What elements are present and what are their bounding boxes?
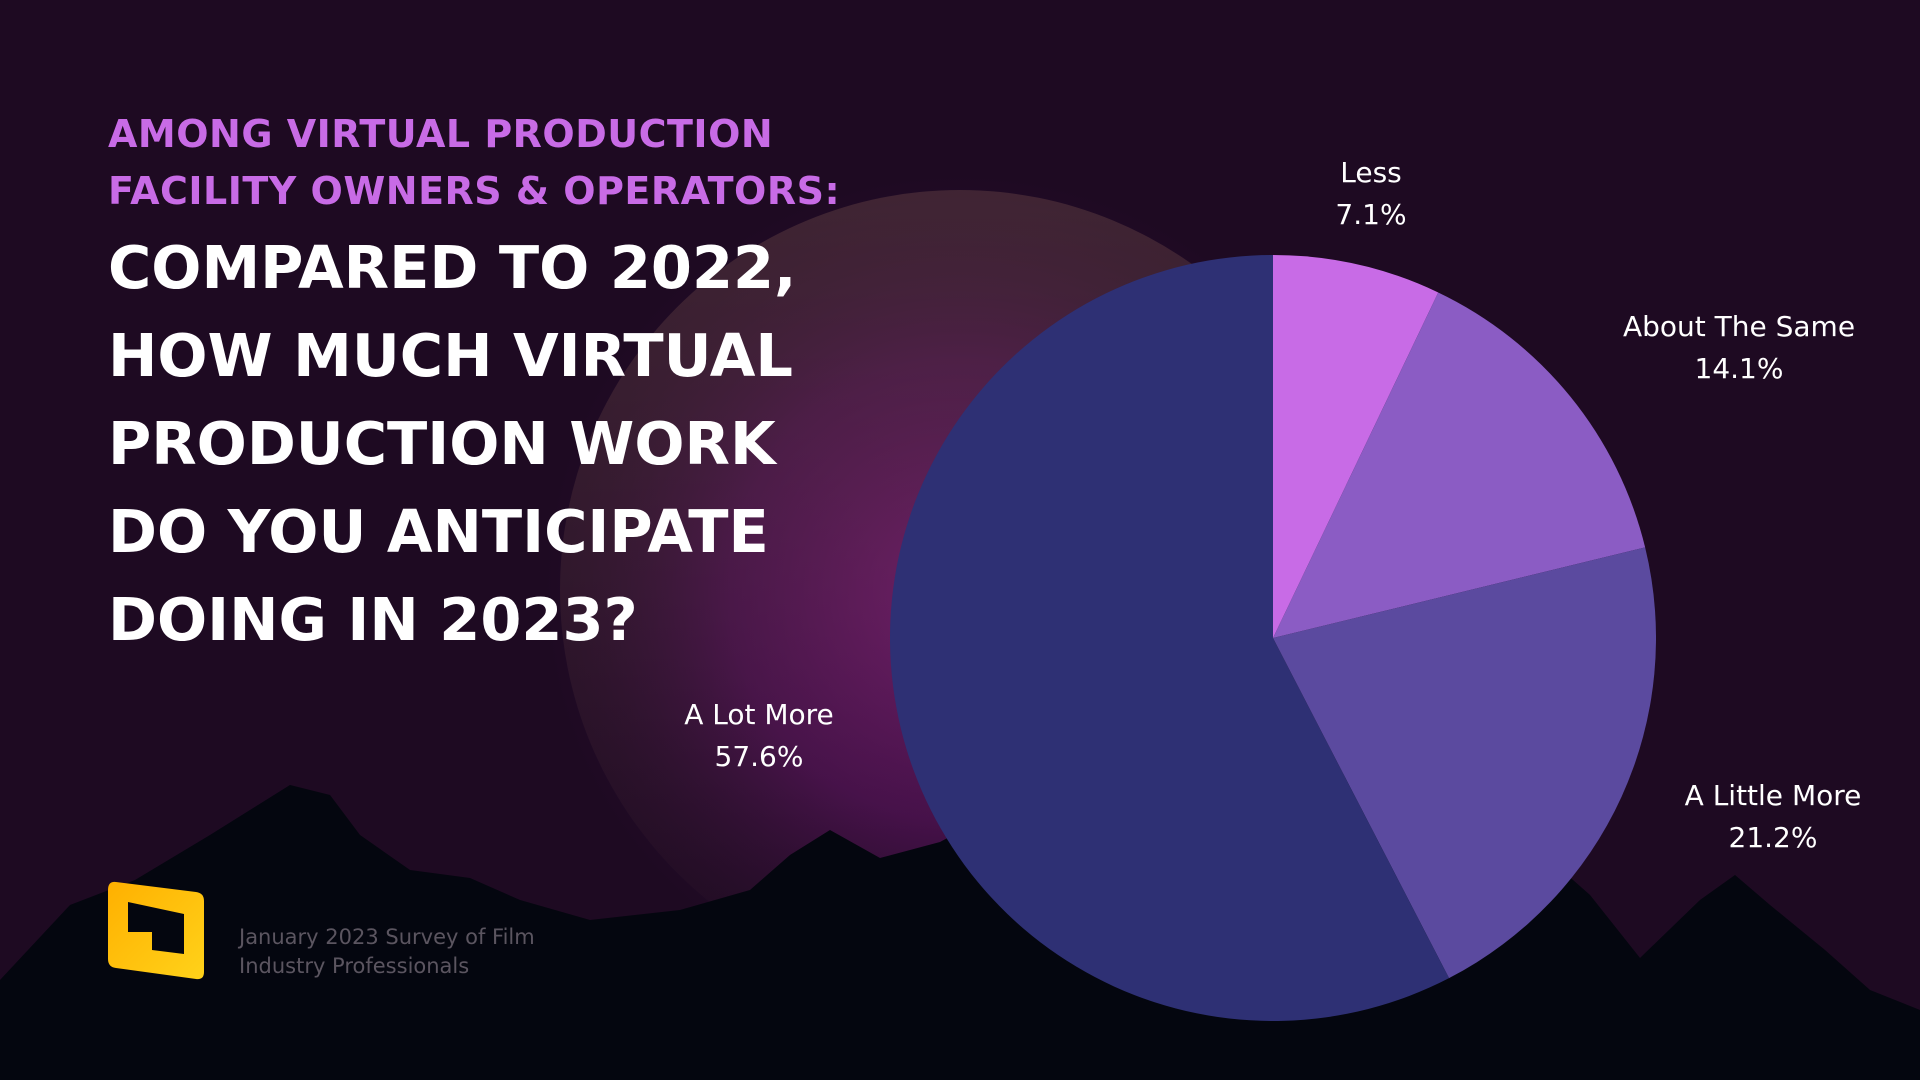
slice-value-less: 7.1% <box>1335 198 1406 231</box>
slice-label-a-little-more: A Little More <box>1685 779 1862 812</box>
slice-value-a-little-more: 21.2% <box>1729 821 1818 854</box>
pie-slice-a-little-more <box>1273 547 1656 979</box>
chart-title: COMPARED TO 2022, HOW MUCH VIRTUAL PRODU… <box>108 233 797 654</box>
slice-label-a-lot-more: A Lot More <box>684 698 834 731</box>
company-logo-icon <box>108 881 204 980</box>
pie-slice-a-lot-more <box>890 255 1450 1021</box>
slice-value-about-the-same: 14.1% <box>1695 352 1784 385</box>
source-note: January 2023 Survey of Film Industry Pro… <box>239 925 535 978</box>
slice-label-about-the-same: About The Same <box>1623 310 1855 343</box>
chart-subtitle: AMONG VIRTUAL PRODUCTION FACILITY OWNERS… <box>108 112 841 213</box>
pie-slice-about-the-same <box>1273 292 1646 638</box>
pie-slice-less <box>1273 255 1439 638</box>
slice-label-less: Less <box>1340 156 1402 189</box>
slice-value-a-lot-more: 57.6% <box>715 740 804 773</box>
